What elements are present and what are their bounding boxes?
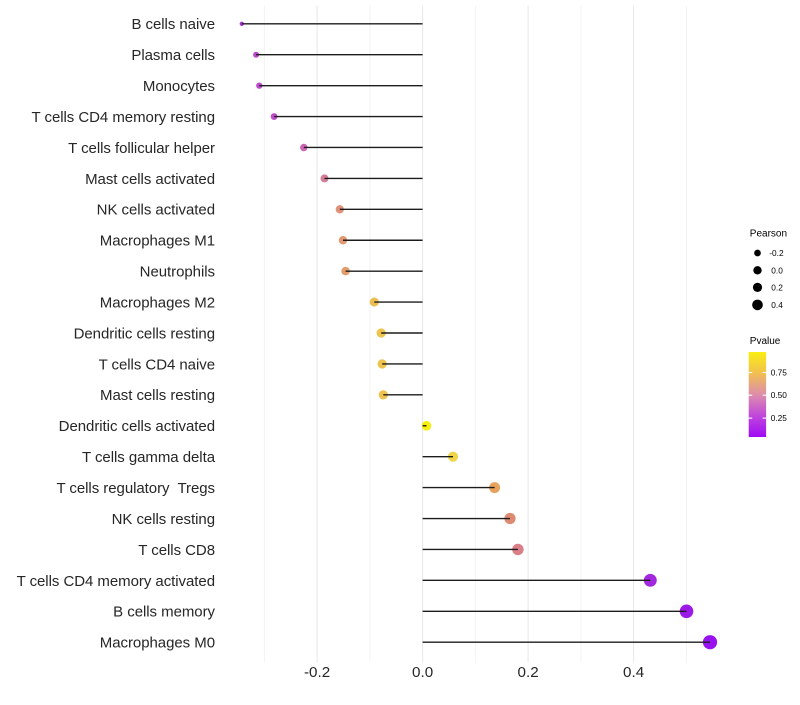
svg-text:0.4: 0.4 [771,300,783,310]
svg-text:0.0: 0.0 [771,265,783,275]
svg-text:T cells CD4 naive: T cells CD4 naive [99,356,215,373]
svg-text:Macrophages M0: Macrophages M0 [100,635,215,652]
svg-text:Macrophages M1: Macrophages M1 [100,233,215,250]
svg-text:T cells gamma delta: T cells gamma delta [82,449,216,466]
svg-text:0.4: 0.4 [623,664,644,681]
svg-text:Dendritic cells activated: Dendritic cells activated [59,418,215,435]
svg-text:Monocytes: Monocytes [143,78,215,95]
svg-text:Mast cells resting: Mast cells resting [100,387,215,404]
svg-text:Pearson: Pearson [750,229,787,240]
svg-text:Dendritic cells resting: Dendritic cells resting [74,325,215,342]
svg-text:0.75: 0.75 [771,368,788,378]
svg-text:Plasma cells: Plasma cells [131,47,215,64]
svg-text:T cells CD4 memory activated: T cells CD4 memory activated [17,573,215,590]
svg-text:NK cells activated: NK cells activated [97,202,215,219]
svg-text:B cells naive: B cells naive [131,16,215,33]
svg-text:-0.2: -0.2 [769,248,784,258]
svg-text:Mast cells activated: Mast cells activated [85,171,215,188]
svg-text:NK cells resting: NK cells resting [112,511,215,528]
svg-text:0.2: 0.2 [518,664,539,681]
svg-text:T cells regulatory Tregs: T cells regulatory Tregs [56,480,215,497]
svg-text:T cells follicular helper: T cells follicular helper [68,140,215,157]
svg-text:0.25: 0.25 [771,413,788,423]
svg-text:Neutrophils: Neutrophils [140,264,215,281]
svg-text:Pvalue: Pvalue [750,336,781,347]
svg-text:T cells CD4 memory resting: T cells CD4 memory resting [32,109,215,126]
svg-text:0.2: 0.2 [771,282,783,292]
svg-text:Macrophages M2: Macrophages M2 [100,294,215,311]
svg-text:-0.2: -0.2 [304,664,330,681]
svg-text:0.50: 0.50 [771,390,788,400]
svg-text:B cells memory: B cells memory [113,604,215,621]
svg-text:0.0: 0.0 [412,664,433,681]
svg-text:T cells CD8: T cells CD8 [138,542,215,559]
